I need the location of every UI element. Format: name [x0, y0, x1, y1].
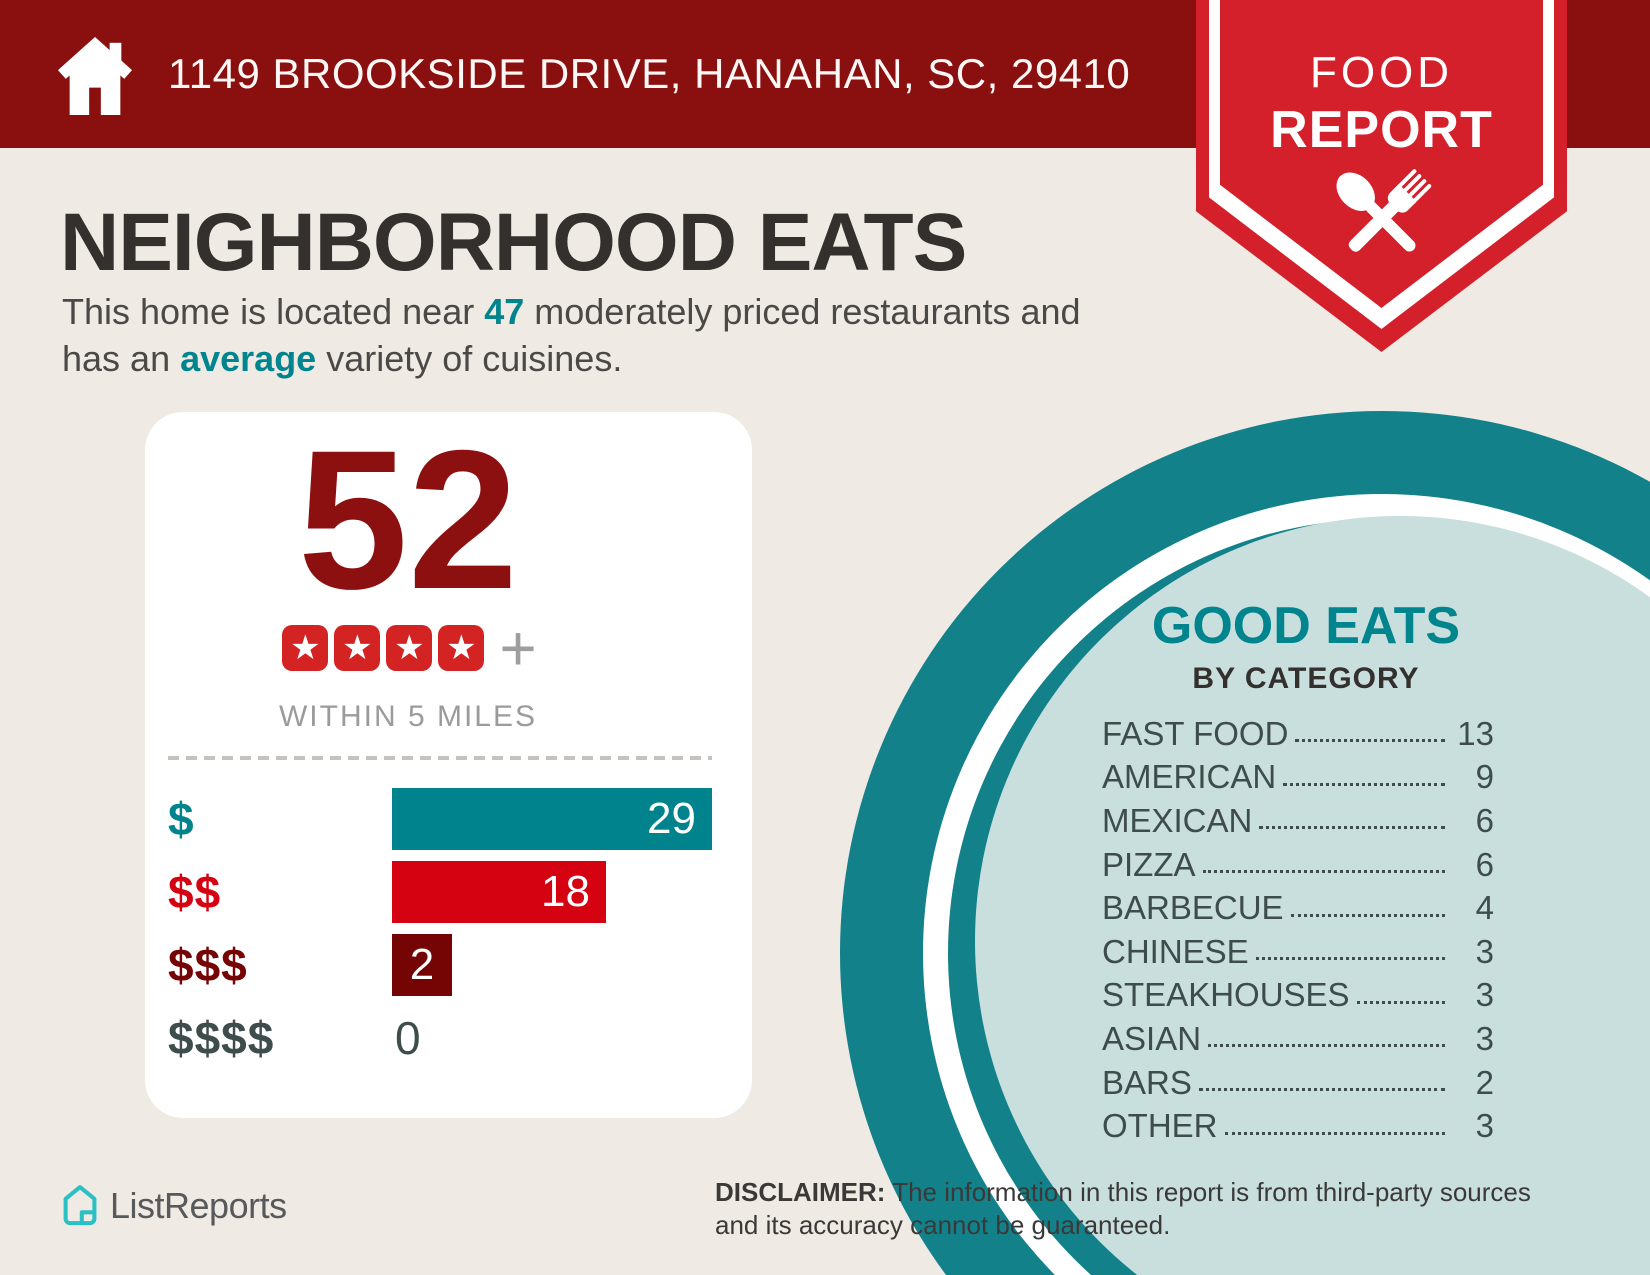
category-label: OTHER [1102, 1107, 1218, 1145]
category-label: BARS [1102, 1063, 1192, 1101]
good-eats-subtitle: BY CATEGORY [1192, 662, 1420, 695]
category-row: CHINESE 3 [1102, 930, 1494, 974]
category-list: FAST FOOD 13 AMERICAN 9 MEXICAN 6 PIZZA 6 BARBEC… [1102, 712, 1494, 1148]
ribbon-title-food: FOOD [1309, 48, 1454, 97]
intro-text: This home is located near 47 moderately … [62, 288, 1081, 382]
disclaimer-label: DISCLAIMER: [715, 1177, 886, 1207]
category-label: FAST FOOD [1102, 714, 1289, 752]
category-row: AMERICAN 9 [1102, 756, 1494, 800]
category-row: PIZZA 6 [1102, 843, 1494, 887]
category-value: 3 [1475, 932, 1494, 970]
listreports-house-icon [63, 1185, 97, 1226]
dotted-leader [1255, 957, 1445, 961]
category-value: 4 [1475, 889, 1494, 927]
dotted-leader [1259, 826, 1445, 830]
disclaimer-line1: The information in this report is from t… [715, 1177, 1531, 1240]
category-row: BARBECUE 4 [1102, 886, 1494, 930]
category-value: 6 [1475, 801, 1494, 839]
ribbon-text: FOOD REPORT [1196, 48, 1567, 160]
category-row: OTHER 3 [1102, 1104, 1494, 1148]
disclaimer: DISCLAIMER: The information in this repo… [715, 1176, 1560, 1242]
dotted-leader [1356, 1000, 1445, 1004]
dotted-leader [1290, 913, 1445, 917]
category-value: 3 [1475, 1019, 1494, 1057]
plus-sign: + [499, 612, 537, 684]
category-label: BARBECUE [1102, 889, 1284, 927]
score-card: 52 ★ ★ ★ ★ + WITHIN 5 MILES $29 $$ 18 $$$ 2 $$$$ 0 [145, 412, 752, 1118]
star-icon: ★ [334, 625, 381, 671]
price-tier-label: $$$ [168, 939, 248, 991]
disclaimer-line2: accuracy cannot be guaranteed. [798, 1210, 1171, 1240]
category-label: AMERICAN [1102, 758, 1277, 796]
category-label: CHINESE [1102, 932, 1249, 970]
category-label: MEXICAN [1102, 801, 1253, 839]
category-row: ASIAN 3 [1102, 1017, 1494, 1061]
intro-line1-post: moderately priced restaurants and [524, 291, 1081, 332]
star-icon: ★ [386, 625, 433, 671]
category-value: 3 [1475, 976, 1494, 1014]
price-tier-value: 2 [409, 940, 435, 989]
good-eats-heading: GOOD EATS BY CATEGORY [1106, 596, 1506, 696]
dotted-leader [1208, 1044, 1445, 1048]
price-tier-chart: $29 $$ 18 $$$ 2 $$$$ 0 [168, 788, 729, 1080]
category-value: 13 [1457, 714, 1494, 752]
dotted-leader [1202, 870, 1445, 874]
spoon-fork-icon [1336, 169, 1432, 252]
ribbon-title-report: REPORT [1270, 101, 1493, 159]
price-tier-bar: 18 [392, 861, 606, 923]
home-icon [57, 36, 133, 115]
category-value: 9 [1475, 758, 1494, 796]
category-row: STEAKHOUSES 3 [1102, 974, 1494, 1018]
category-value: 6 [1475, 845, 1494, 883]
category-value: 2 [1475, 1063, 1494, 1101]
price-tier-row: $29 [168, 788, 729, 850]
intro-line1-pre: This home is located near [62, 291, 485, 332]
variety-word: average [180, 338, 317, 379]
price-tier-label: $$ [168, 866, 222, 918]
restaurant-count: 52 [297, 409, 519, 630]
property-address: 1149 BROOKSIDE DRIVE, HANAHAN, SC, 29410 [168, 50, 1131, 97]
category-label: ASIAN [1102, 1019, 1202, 1057]
food-report-ribbon: FOOD REPORT [1196, 0, 1567, 352]
category-value: 3 [1475, 1107, 1494, 1145]
dotted-leader [1198, 1088, 1445, 1092]
brand-name: ListReports [110, 1185, 287, 1226]
category-row: MEXICAN 6 [1102, 799, 1494, 843]
dotted-leader [1283, 782, 1445, 786]
page-title: NEIGHBORHOOD EATS [60, 197, 967, 288]
intro-line2-post: variety of cuisines. [316, 338, 623, 379]
intro-line2-pre: has an [62, 338, 181, 379]
star-icon: ★ [438, 625, 485, 671]
price-tier-row: $$ 18 [168, 861, 729, 923]
within-5-miles-label: WITHIN 5 MILES [278, 700, 538, 733]
dotted-leader [1224, 1131, 1445, 1135]
listreports-logo: ListReports [62, 1182, 287, 1230]
price-tier-label: $ [168, 793, 195, 845]
dotted-leader [1295, 739, 1445, 743]
price-tier-bar: 29 [392, 788, 712, 850]
price-tier-row: $$$$ 0 [168, 1007, 729, 1069]
star-icon: ★ [282, 625, 329, 671]
price-tier-label: $$$$ [168, 1012, 275, 1064]
dashed-divider [168, 756, 712, 760]
star-rating: ★ ★ ★ ★ + [168, 612, 648, 684]
category-row: BARS 2 [1102, 1061, 1494, 1105]
good-eats-title: GOOD EATS [1151, 597, 1461, 655]
price-tier-value: 29 [647, 794, 696, 843]
category-row: FAST FOOD 13 [1102, 712, 1494, 756]
restaurant-count-inline: 47 [484, 291, 525, 332]
card-top: 52 [168, 409, 648, 630]
price-tier-row: $$$ 2 [168, 934, 729, 996]
price-tier-value: 0 [395, 1012, 421, 1064]
price-tier-bar: 2 [392, 934, 452, 996]
price-tier-value: 18 [541, 867, 590, 916]
category-label: STEAKHOUSES [1102, 976, 1350, 1014]
category-label: PIZZA [1102, 845, 1196, 883]
